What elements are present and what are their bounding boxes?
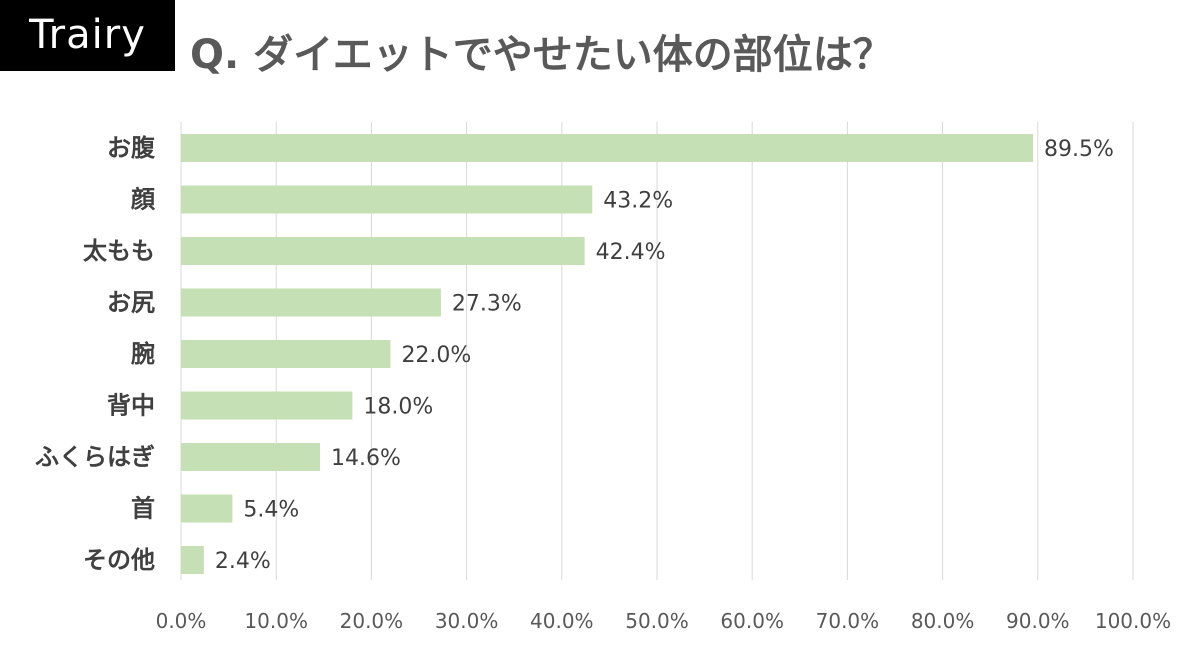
x-tick-label: 60.0% bbox=[720, 609, 784, 633]
value-label: 42.4% bbox=[596, 240, 666, 265]
category-label: その他 bbox=[83, 546, 155, 574]
bar bbox=[181, 134, 1034, 162]
category-label: お腹 bbox=[107, 134, 156, 162]
category-label: 顔 bbox=[130, 186, 156, 214]
value-label: 43.2% bbox=[603, 189, 673, 214]
bar bbox=[181, 494, 233, 523]
bar bbox=[181, 443, 320, 471]
chart-title: Q. ダイエットでやせたい体の部位は？ bbox=[190, 32, 893, 78]
value-label: 2.4% bbox=[215, 549, 271, 574]
x-tick-label: 100.0% bbox=[1095, 609, 1171, 633]
value-label: 22.0% bbox=[401, 343, 471, 368]
category-label: 背中 bbox=[107, 392, 155, 420]
x-tick-label: 20.0% bbox=[340, 609, 404, 633]
x-tick-label: 80.0% bbox=[911, 609, 975, 633]
category-label: お尻 bbox=[107, 289, 155, 317]
bar bbox=[181, 237, 585, 265]
category-label: 太もも bbox=[83, 237, 155, 265]
brand-logo: Trairy bbox=[0, 0, 175, 71]
bar bbox=[181, 546, 204, 574]
x-tick-label: 70.0% bbox=[816, 609, 880, 633]
labels: 0.0% 10.0% 20.0% 30.0% 40.0% 50.0% 60.0% 70.0% 8… bbox=[35, 134, 1171, 633]
bars bbox=[181, 134, 1034, 574]
x-tick-label: 0.0% bbox=[156, 609, 207, 633]
x-tick-label: 90.0% bbox=[1006, 609, 1070, 633]
bar bbox=[181, 185, 593, 214]
category-label: 腕 bbox=[130, 340, 155, 368]
bar bbox=[181, 391, 353, 420]
value-label: 14.6% bbox=[331, 446, 401, 471]
value-label: 18.0% bbox=[363, 395, 433, 420]
x-tick-label: 30.0% bbox=[435, 609, 499, 633]
value-label: 27.3% bbox=[452, 292, 522, 317]
category-label: 首 bbox=[131, 495, 155, 523]
value-label: 89.5% bbox=[1044, 137, 1114, 162]
category-label: ふくらはぎ bbox=[35, 443, 155, 471]
x-tick-label: 10.0% bbox=[244, 609, 308, 633]
bar bbox=[181, 288, 441, 317]
x-tick-label: 50.0% bbox=[625, 609, 689, 633]
x-tick-label: 40.0% bbox=[530, 609, 594, 633]
bar bbox=[181, 340, 391, 368]
value-label: 5.4% bbox=[243, 498, 299, 523]
